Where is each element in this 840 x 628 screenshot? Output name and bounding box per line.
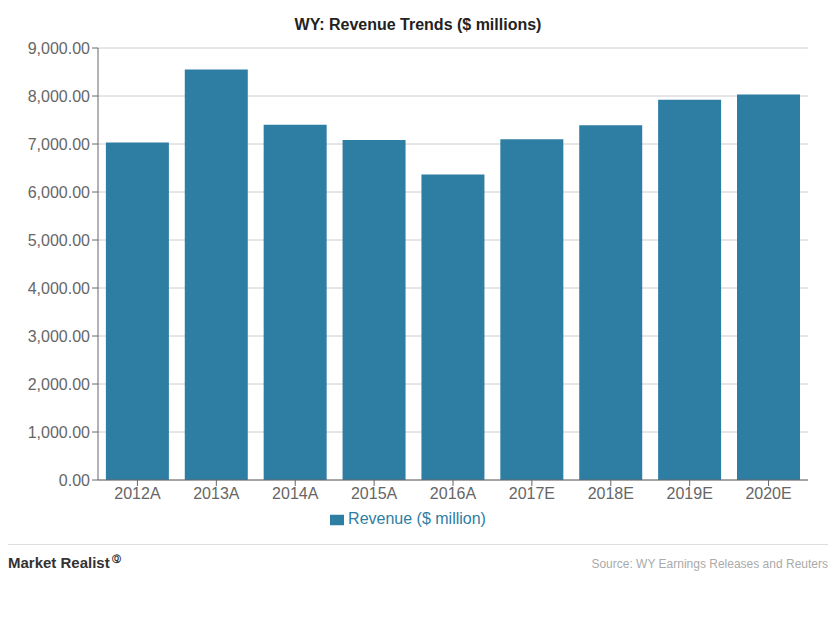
- svg-text:2018E: 2018E: [588, 485, 634, 502]
- svg-text:2013A: 2013A: [193, 485, 240, 502]
- svg-text:2016A: 2016A: [430, 485, 477, 502]
- svg-text:6,000.00: 6,000.00: [28, 184, 90, 201]
- svg-text:7,000.00: 7,000.00: [28, 136, 90, 153]
- svg-text:2017E: 2017E: [509, 485, 555, 502]
- html-text:Revenue ($ million): Revenue ($ million): [348, 510, 486, 527]
- svg-text:2,000.00: 2,000.00: [28, 376, 90, 393]
- svg-text:2020E: 2020E: [745, 485, 791, 502]
- svg-text:5,000.00: 5,000.00: [28, 232, 90, 249]
- html-text:Market RealistⓆ: Market RealistⓆ: [8, 554, 121, 571]
- svg-text:8,000.00: 8,000.00: [28, 88, 90, 105]
- svg-text:1,000.00: 1,000.00: [28, 424, 90, 441]
- svg-text:4,000.00: 4,000.00: [28, 280, 90, 297]
- svg-text:0.00: 0.00: [59, 472, 90, 489]
- svg-text:2012A: 2012A: [114, 485, 161, 502]
- svg-text:2014A: 2014A: [272, 485, 319, 502]
- svg-text:2019E: 2019E: [667, 485, 713, 502]
- svg-text:3,000.00: 3,000.00: [28, 328, 90, 345]
- svg-text:2015A: 2015A: [351, 485, 398, 502]
- html-text:Source: WY Earnings Releases a: Source: WY Earnings Releases and Reuters: [591, 557, 828, 571]
- html-text:WY: Revenue Trends ($ millions: WY: Revenue Trends ($ millions): [294, 16, 542, 33]
- svg-text:9,000.00: 9,000.00: [28, 40, 90, 57]
